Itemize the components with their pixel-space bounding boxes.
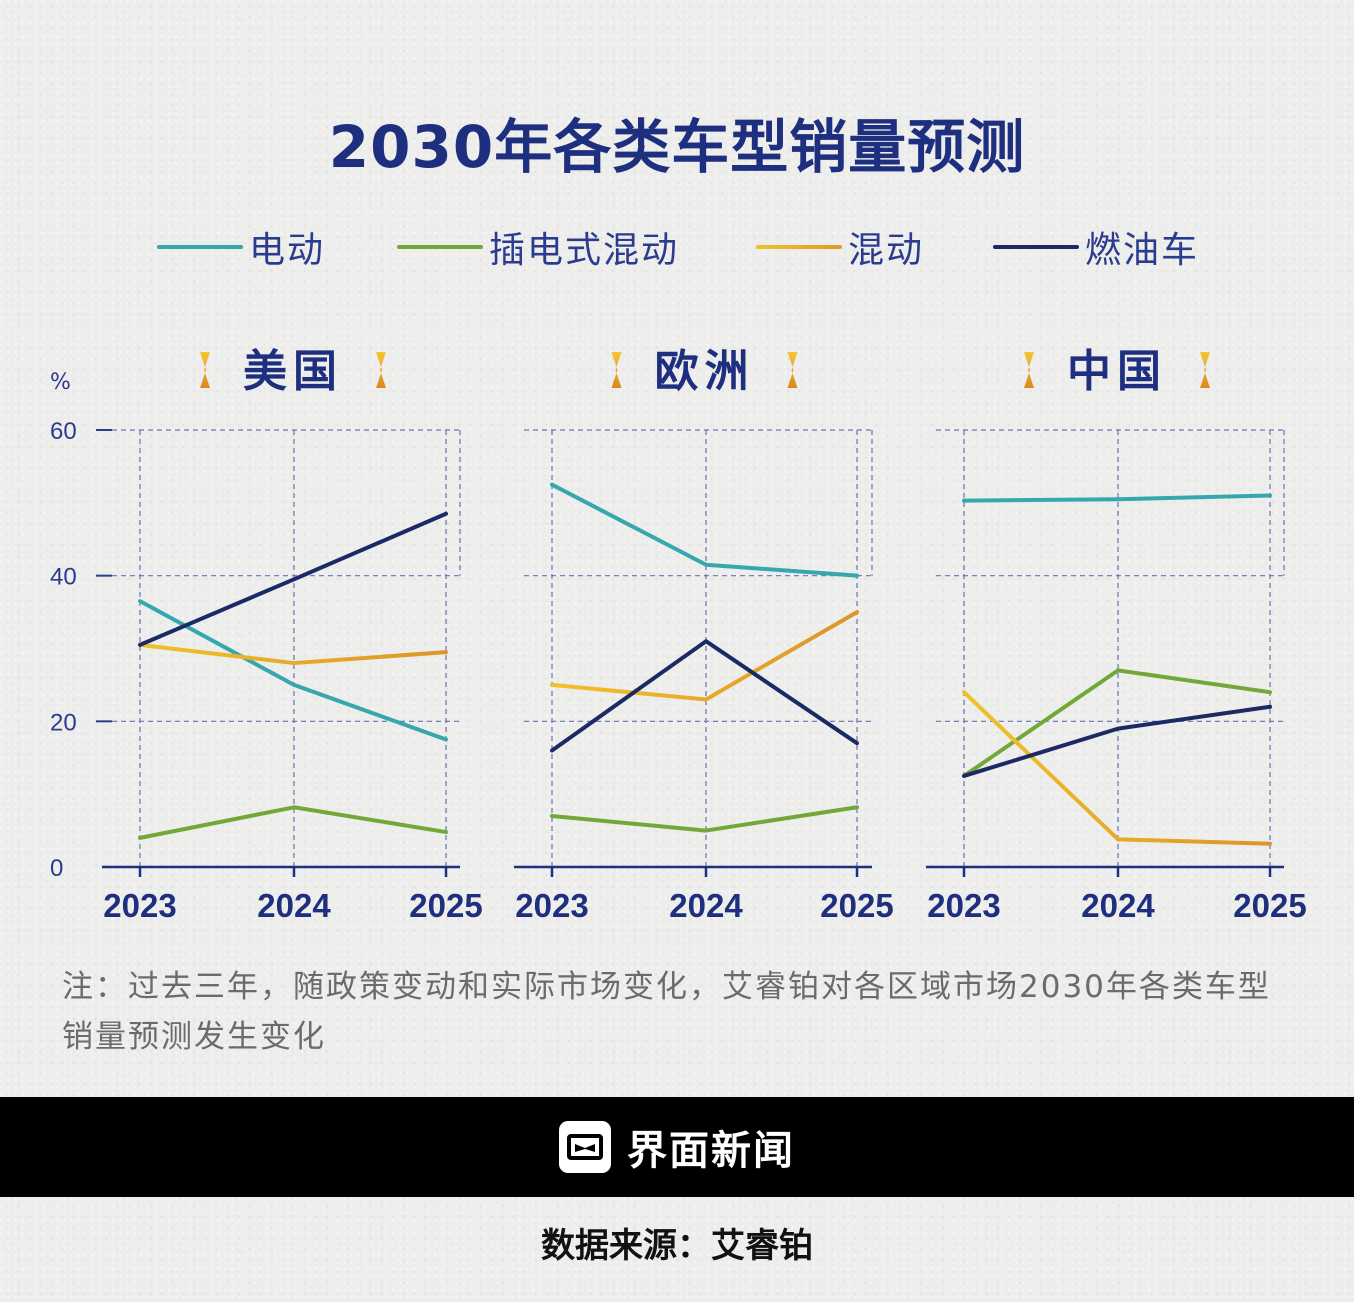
x-tick-label: 2024 bbox=[257, 887, 331, 924]
series-line bbox=[550, 805, 859, 833]
series-line bbox=[550, 610, 859, 702]
x-tick-label: 2025 bbox=[1233, 887, 1306, 924]
line-charts: % 2023 2024 2025 0 20 40 60 美国 2023 2024 2025 欧洲 202… bbox=[50, 346, 1307, 924]
series-line bbox=[550, 639, 859, 753]
legend-line-phev bbox=[397, 245, 483, 249]
bracket-left-icon bbox=[1024, 352, 1034, 388]
series-line bbox=[550, 482, 859, 578]
series-line bbox=[138, 805, 448, 840]
bracket-right-icon bbox=[1200, 352, 1210, 388]
legend-item-ev: 电动 bbox=[157, 222, 325, 272]
y-unit-label: % bbox=[50, 370, 71, 395]
series-line bbox=[962, 690, 1272, 846]
legend: 电动 插电式混动 混动 燃油车 bbox=[0, 222, 1354, 272]
panel-title: 欧洲 bbox=[655, 346, 755, 397]
legend-line-ice bbox=[993, 245, 1079, 249]
bracket-right-icon bbox=[376, 352, 386, 388]
y-tick-label: 60 bbox=[50, 418, 77, 445]
series-line bbox=[138, 511, 448, 647]
x-tick-label: 2024 bbox=[1081, 887, 1155, 924]
legend-line-ev bbox=[157, 245, 243, 249]
x-tick-label: 2023 bbox=[103, 887, 176, 924]
x-tick-label: 2025 bbox=[820, 887, 893, 924]
y-tick-label: 0 bbox=[50, 855, 63, 882]
panel-title: 美国 bbox=[243, 346, 343, 397]
y-tick-label: 20 bbox=[50, 709, 77, 736]
legend-label-hybrid: 混动 bbox=[848, 230, 925, 271]
legend-item-hybrid: 混动 bbox=[756, 222, 924, 272]
bracket-left-icon bbox=[611, 352, 622, 388]
brand-name: 界面新闻 bbox=[627, 1128, 795, 1174]
series-line bbox=[138, 599, 448, 742]
brand-logo-icon bbox=[559, 1121, 611, 1173]
x-tick-label: 2023 bbox=[515, 887, 588, 924]
data-source: 数据来源：艾睿铂 bbox=[541, 1226, 813, 1266]
legend-label-ev: 电动 bbox=[249, 230, 326, 271]
series-line bbox=[962, 493, 1272, 503]
legend-line-hybrid bbox=[756, 245, 842, 249]
panel-title: 中国 bbox=[1067, 346, 1167, 397]
footer-bar: 界面新闻 bbox=[0, 1097, 1354, 1197]
bracket-right-icon bbox=[787, 352, 798, 388]
x-tick-label: 2023 bbox=[927, 887, 1000, 924]
x-tick-label: 2024 bbox=[669, 887, 743, 924]
legend-label-ice: 燃油车 bbox=[1085, 230, 1200, 271]
series-line bbox=[138, 642, 448, 666]
bracket-left-icon bbox=[200, 352, 210, 388]
legend-item-ice: 燃油车 bbox=[993, 222, 1199, 272]
x-tick-label: 2025 bbox=[409, 887, 482, 924]
legend-item-phev: 插电式混动 bbox=[397, 222, 679, 272]
series-line bbox=[962, 704, 1272, 778]
legend-label-phev: 插电式混动 bbox=[489, 230, 680, 271]
y-tick-label: 40 bbox=[50, 564, 77, 591]
chart-title: 2030年各类车型销量预测 bbox=[328, 113, 1026, 181]
footnote: 注：过去三年，随政策变动和实际市场变化，艾睿铂对各区域市场2030年各类车型销量… bbox=[62, 969, 1271, 1055]
